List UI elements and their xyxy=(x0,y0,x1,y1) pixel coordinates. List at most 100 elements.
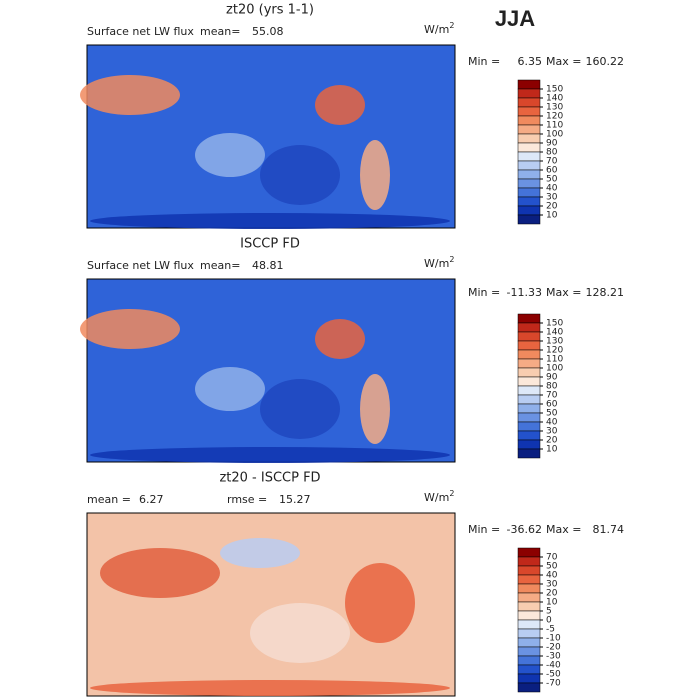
colorbar-box xyxy=(517,97,541,108)
colorbar-box xyxy=(517,610,541,621)
units-base: W/m xyxy=(424,23,449,36)
colorbar-label: 90 xyxy=(546,373,558,383)
colorbar-box xyxy=(517,403,541,414)
colorbar-box xyxy=(517,214,541,225)
colorbar-box xyxy=(517,205,541,216)
colorbar-label: -50 xyxy=(546,670,561,680)
max-value: 160.22 xyxy=(586,55,625,68)
colorbar-box xyxy=(517,340,541,351)
stat-label: mean = xyxy=(87,493,131,506)
colorbar-label: 50 xyxy=(546,562,558,572)
colorbar-label: 150 xyxy=(546,85,563,95)
colorbar-box xyxy=(517,673,541,684)
map-feature xyxy=(260,379,340,439)
max-value: 81.74 xyxy=(593,523,625,536)
min-value: -36.62 xyxy=(507,523,542,536)
stat-label: mean= xyxy=(200,259,240,272)
panel-title: ISCCP FD xyxy=(240,237,300,252)
stat-label: rmse = xyxy=(227,493,267,506)
colorbar-label: 90 xyxy=(546,139,558,149)
colorbar-label: 100 xyxy=(546,130,563,140)
colorbar-label: -70 xyxy=(546,679,561,689)
colorbar-box xyxy=(517,142,541,153)
max-value: 128.21 xyxy=(586,286,625,299)
panel-title: zt20 (yrs 1-1) xyxy=(226,3,314,18)
units-exponent: 2 xyxy=(449,489,454,498)
colorbar-label: 80 xyxy=(546,382,558,392)
colorbar-label: 150 xyxy=(546,319,563,329)
colorbar-label: 50 xyxy=(546,409,558,419)
colorbar-label: 120 xyxy=(546,112,563,122)
colorbar-label: 5 xyxy=(546,607,552,617)
colorbar-label: 70 xyxy=(546,391,558,401)
colorbar-box xyxy=(517,574,541,585)
colorbar-label: 120 xyxy=(546,346,563,356)
colorbar-label: 60 xyxy=(546,400,558,410)
colorbar-label: 40 xyxy=(546,418,558,428)
colorbar-box xyxy=(517,646,541,657)
map-background xyxy=(86,278,456,463)
colorbar-box xyxy=(517,88,541,99)
colorbar-label: 70 xyxy=(546,553,558,563)
field-name: Surface net LW flux xyxy=(87,25,194,38)
map-feature xyxy=(315,319,365,359)
colorbar-label: -30 xyxy=(546,652,561,662)
units-exponent: 2 xyxy=(449,255,454,264)
map-background xyxy=(86,44,456,229)
colorbar-box xyxy=(517,385,541,396)
colorbar-box xyxy=(517,367,541,378)
colorbar-box xyxy=(517,178,541,189)
min-label: Min = xyxy=(468,55,500,68)
colorbar-label: 130 xyxy=(546,337,563,347)
colorbar-box xyxy=(517,196,541,207)
colorbar-box xyxy=(517,601,541,612)
season-label: JJA xyxy=(495,6,535,31)
map-feature xyxy=(90,447,450,463)
colorbar-box xyxy=(517,322,541,333)
colorbar-box xyxy=(517,313,541,324)
colorbar-label: 100 xyxy=(546,364,563,374)
colorbar-box xyxy=(517,115,541,126)
colorbar-label: 110 xyxy=(546,121,563,131)
colorbar-label: 0 xyxy=(546,616,552,626)
colorbar-box xyxy=(517,619,541,630)
units: W/m2 xyxy=(424,255,454,271)
colorbar-box xyxy=(517,331,541,342)
colorbar-box xyxy=(517,655,541,666)
colorbar-box xyxy=(517,628,541,639)
colorbar-box xyxy=(517,637,541,648)
min-label: Min = xyxy=(468,286,500,299)
colorbar-label: 10 xyxy=(546,598,558,608)
map-feature xyxy=(195,367,265,411)
colorbar-box xyxy=(517,133,541,144)
map-feature xyxy=(360,140,390,210)
colorbar-label: 60 xyxy=(546,166,558,176)
colorbar-box xyxy=(517,583,541,594)
stat-value: 55.08 xyxy=(252,25,284,38)
max-label: Max = xyxy=(546,55,581,68)
colorbar-label: 20 xyxy=(546,589,558,599)
colorbar-box xyxy=(517,79,541,90)
map-feature xyxy=(360,374,390,444)
units: W/m2 xyxy=(424,489,454,505)
colorbar-label: 30 xyxy=(546,193,558,203)
units: W/m2 xyxy=(424,21,454,37)
colorbar-box xyxy=(517,556,541,567)
colorbar-box xyxy=(517,376,541,387)
colorbar-box xyxy=(517,592,541,603)
units-base: W/m xyxy=(424,491,449,504)
stat-label: mean= xyxy=(200,25,240,38)
colorbar-box xyxy=(517,349,541,360)
map-feature xyxy=(315,85,365,125)
colorbar-label: 80 xyxy=(546,148,558,158)
map-feature xyxy=(195,133,265,177)
colorbar-box xyxy=(517,187,541,198)
colorbar-label: 20 xyxy=(546,436,558,446)
colorbar-label: -10 xyxy=(546,634,561,644)
map-feature xyxy=(100,548,220,598)
colorbar-label: -40 xyxy=(546,661,561,671)
map-feature xyxy=(260,145,340,205)
min-value: 6.35 xyxy=(518,55,543,68)
stat-value: 6.27 xyxy=(139,493,164,506)
